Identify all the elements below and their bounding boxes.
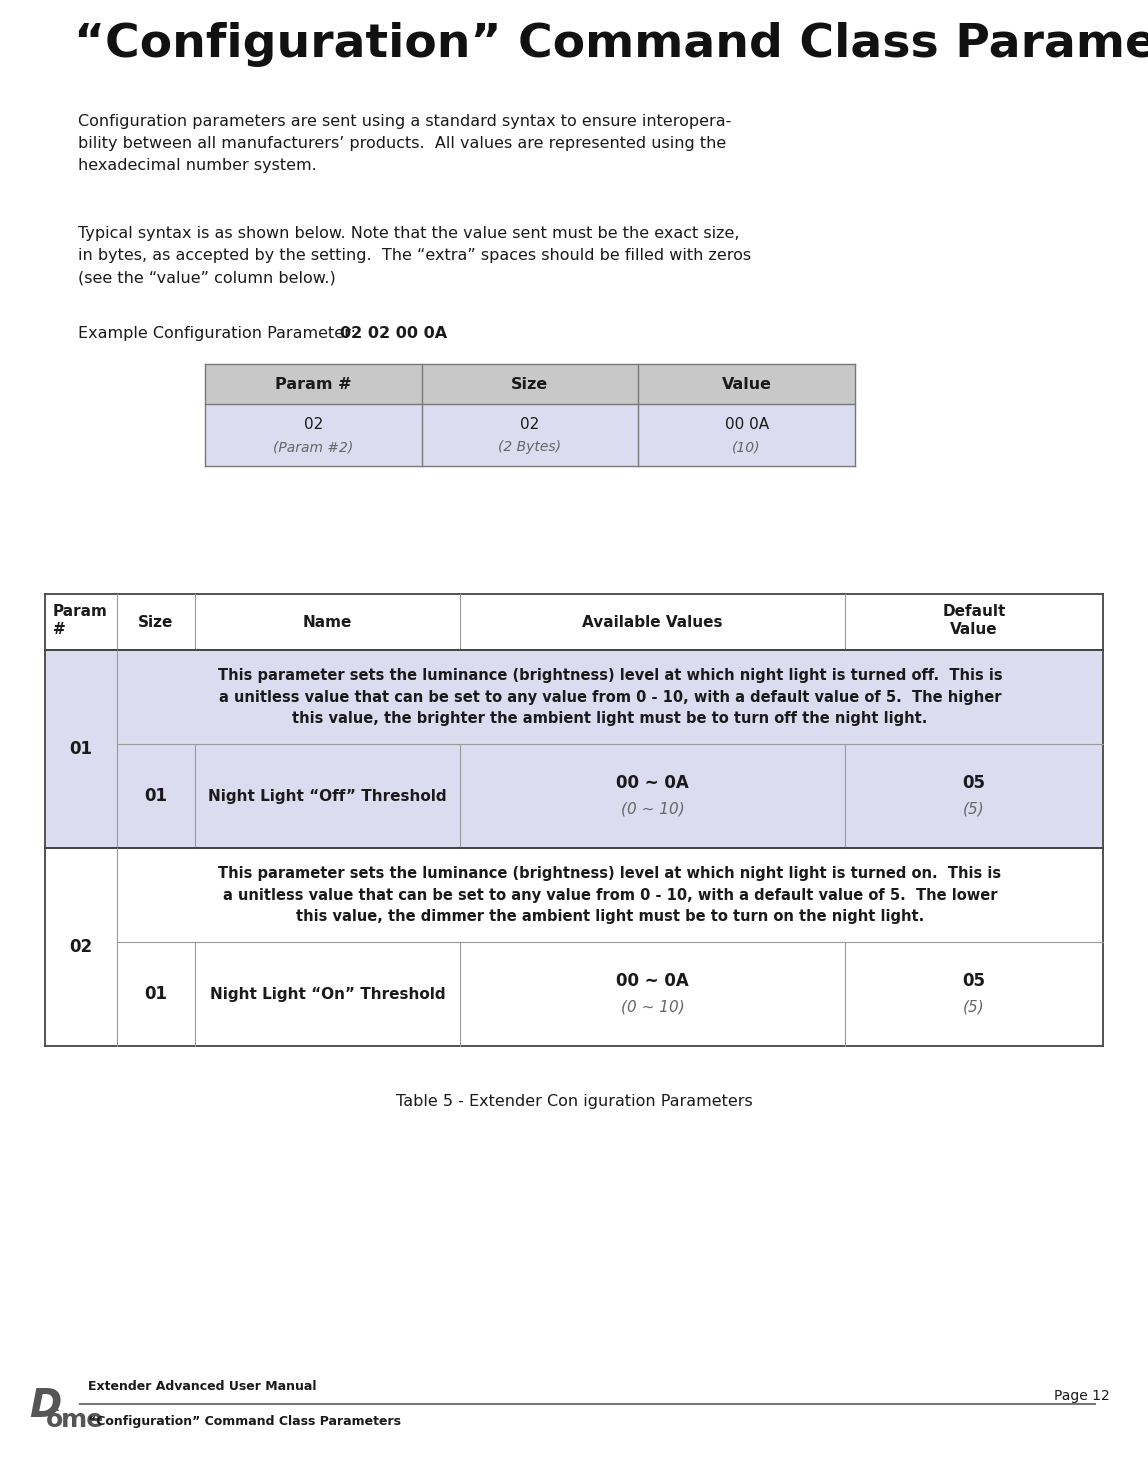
Text: me: me [61,1408,104,1433]
Text: 00 0A: 00 0A [724,417,769,432]
Text: D: D [29,1387,61,1425]
Text: 00 ~ 0A: 00 ~ 0A [616,774,689,792]
Text: Default: Default [943,604,1006,619]
Text: 05: 05 [962,971,985,991]
Text: 01: 01 [145,985,168,1002]
Text: Night Light “Off” Threshold: Night Light “Off” Threshold [208,789,447,803]
Text: 02: 02 [520,417,540,432]
Text: 01: 01 [145,787,168,805]
Text: “Configuration” Command Class Parameters: “Configuration” Command Class Parameters [73,22,1148,66]
Text: Extender Advanced User Manual: Extender Advanced User Manual [88,1380,317,1393]
Text: (Param #2): (Param #2) [273,441,354,454]
Text: Night Light “On” Threshold: Night Light “On” Threshold [210,986,445,1001]
Text: 05: 05 [962,774,985,792]
Text: 02: 02 [69,937,93,957]
Text: Page 12: Page 12 [1054,1389,1110,1403]
Bar [45,650,1103,848]
Text: (0 ~ 10): (0 ~ 10) [621,999,684,1014]
Text: ô: ô [46,1408,63,1433]
Text: (5): (5) [963,999,985,1014]
Text: This parameter sets the luminance (brightness) level at which night light is tur: This parameter sets the luminance (brigh… [218,865,1001,924]
Text: (0 ~ 10): (0 ~ 10) [621,802,684,817]
Text: Value: Value [722,376,771,392]
Text: 01: 01 [70,740,93,758]
Text: Param #: Param # [276,376,351,392]
Bar [45,594,1103,650]
Text: Value: Value [951,622,998,637]
Text: “Configuration” Command Class Parameters: “Configuration” Command Class Parameters [88,1415,401,1428]
Text: Example Configuration Parameter:: Example Configuration Parameter: [78,326,362,340]
Bar [205,364,855,404]
Text: Available Values: Available Values [582,615,723,629]
Text: (2 Bytes): (2 Bytes) [498,441,561,454]
Text: 02: 02 [304,417,323,432]
Bar [205,404,855,466]
Text: (5): (5) [963,802,985,817]
Text: Name: Name [303,615,352,629]
Text: Size: Size [138,615,173,629]
Text: Param: Param [53,604,108,619]
Text: Table 5 - Extender Con iguration Parameters: Table 5 - Extender Con iguration Paramet… [396,1094,752,1108]
Text: #: # [53,622,65,637]
Text: Typical syntax is as shown below. Note that the value sent must be the exact siz: Typical syntax is as shown below. Note t… [78,226,751,286]
Text: Configuration parameters are sent using a standard syntax to ensure interopera-
: Configuration parameters are sent using … [78,113,731,174]
Text: 00 ~ 0A: 00 ~ 0A [616,971,689,991]
Text: Size: Size [511,376,549,392]
Bar [45,848,1103,1047]
Text: (10): (10) [732,441,761,454]
Text: 02 02 00 0A: 02 02 00 0A [340,326,447,340]
Text: This parameter sets the luminance (brightness) level at which night light is tur: This parameter sets the luminance (brigh… [218,668,1002,727]
